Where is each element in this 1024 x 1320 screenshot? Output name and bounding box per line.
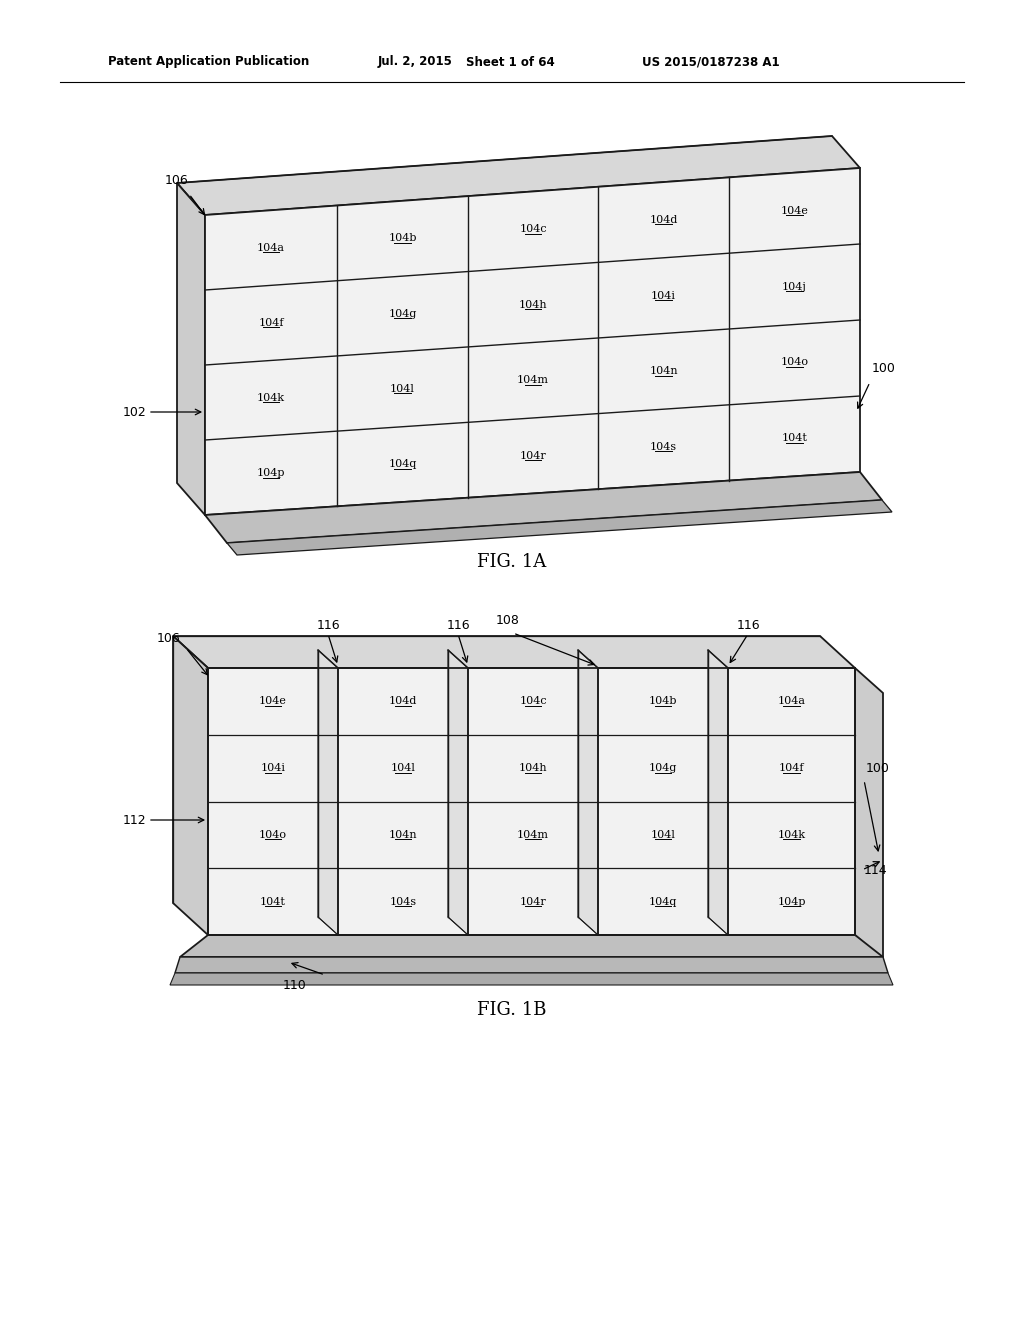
Text: 110: 110 [283,979,307,993]
Polygon shape [227,500,892,554]
Text: 104e: 104e [259,697,287,706]
Polygon shape [177,136,860,215]
Text: 106: 106 [157,631,180,644]
Text: 100: 100 [872,362,896,375]
Polygon shape [449,649,468,935]
Text: 104n: 104n [649,367,678,376]
Text: 104i: 104i [260,763,286,774]
Text: US 2015/0187238 A1: US 2015/0187238 A1 [642,55,779,69]
Text: 104t: 104t [260,896,286,907]
Text: 104f: 104f [778,763,804,774]
Text: 100: 100 [866,762,890,775]
Text: 104j: 104j [782,281,807,292]
Text: 104l: 104l [390,763,416,774]
Text: 104a: 104a [777,697,806,706]
Polygon shape [170,973,893,985]
Polygon shape [177,183,205,515]
Text: 104k: 104k [777,830,806,840]
Text: 104g: 104g [649,763,677,774]
Text: Sheet 1 of 64: Sheet 1 of 64 [466,55,555,69]
Text: 104b: 104b [388,234,417,243]
Text: 116: 116 [446,619,470,632]
Text: 104m: 104m [517,830,549,840]
Text: 104r: 104r [519,450,547,461]
Polygon shape [318,649,338,935]
Text: 116: 116 [736,619,760,632]
Text: FIG. 1B: FIG. 1B [477,1001,547,1019]
Text: 108: 108 [496,614,520,627]
Polygon shape [708,649,728,935]
Text: 104p: 104p [777,896,806,907]
Text: 104d: 104d [389,697,417,706]
Text: 104b: 104b [649,697,677,706]
Text: FIG. 1A: FIG. 1A [477,553,547,572]
Text: 104h: 104h [519,300,547,310]
Text: 104k: 104k [257,393,285,403]
Text: 112: 112 [123,813,146,826]
Text: 102: 102 [122,405,146,418]
Text: 104m: 104m [517,375,549,385]
Text: 104q: 104q [649,896,677,907]
Text: 104q: 104q [388,459,417,470]
Polygon shape [578,649,598,935]
Text: 104s: 104s [389,896,417,907]
Text: 104d: 104d [649,215,678,224]
Text: 104c: 104c [519,697,547,706]
Polygon shape [855,668,883,960]
Text: Jul. 2, 2015: Jul. 2, 2015 [378,55,453,69]
Text: 104p: 104p [257,469,286,478]
Text: 104o: 104o [259,830,287,840]
Text: 116: 116 [316,619,340,632]
Text: Patent Application Publication: Patent Application Publication [108,55,309,69]
Text: 104i: 104i [651,290,676,301]
Polygon shape [208,668,855,935]
Text: 104o: 104o [780,358,809,367]
Polygon shape [175,957,888,973]
Text: 104e: 104e [780,206,808,215]
Text: 114: 114 [864,863,888,876]
Text: 104c: 104c [519,224,547,234]
Polygon shape [180,935,883,957]
Polygon shape [173,636,855,668]
Text: 106: 106 [165,173,188,186]
Text: 104h: 104h [519,763,547,774]
Text: 104l: 104l [390,384,415,395]
Text: 104r: 104r [519,896,547,907]
Text: 104g: 104g [388,309,417,319]
Text: 104a: 104a [257,243,285,253]
Text: 104l: 104l [650,830,676,840]
Text: 104s: 104s [650,442,677,451]
Polygon shape [173,636,208,935]
Text: 104f: 104f [258,318,284,327]
Polygon shape [205,473,882,543]
Text: 104t: 104t [781,433,808,444]
Polygon shape [205,168,860,515]
Text: 104n: 104n [389,830,418,840]
